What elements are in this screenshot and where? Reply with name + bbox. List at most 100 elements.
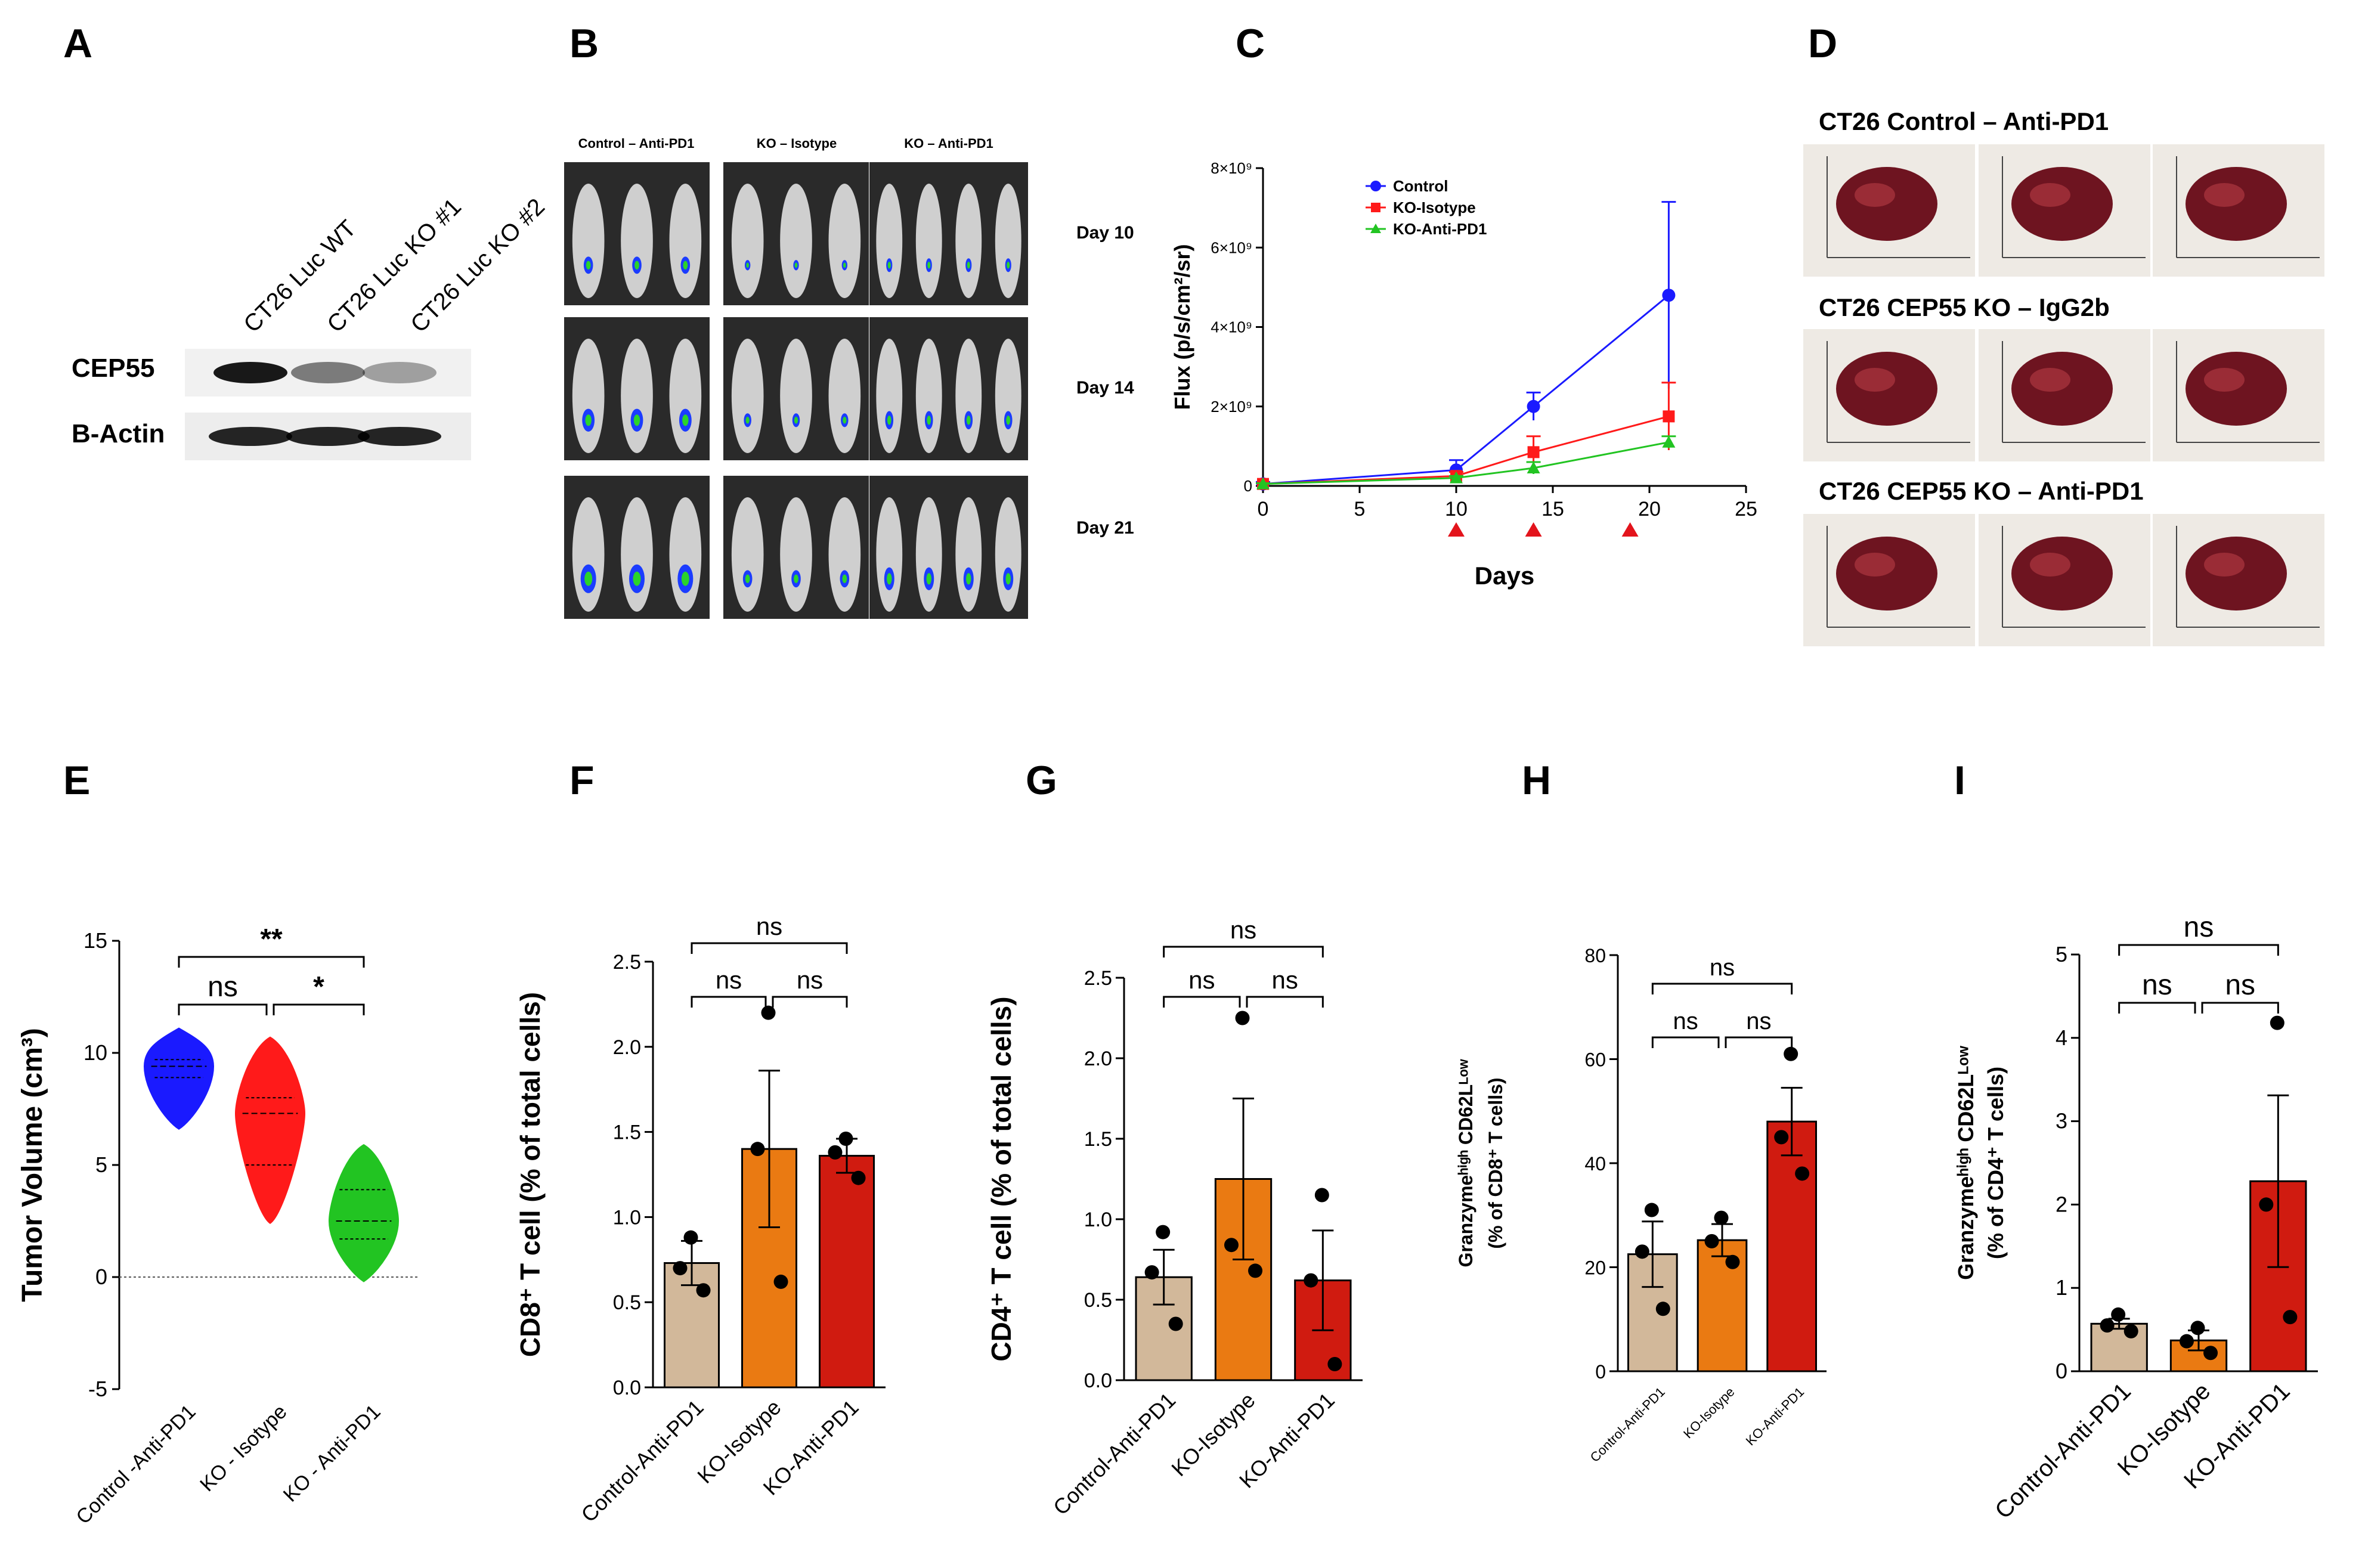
data-point bbox=[2259, 1197, 2274, 1212]
data-point bbox=[773, 1274, 788, 1289]
data-point bbox=[1156, 1225, 1171, 1239]
actin-band bbox=[286, 427, 370, 446]
x-tick-label: 5 bbox=[1354, 498, 1366, 520]
y-tick-label: 40 bbox=[1584, 1153, 1606, 1175]
y-tick-label: 5 bbox=[95, 1152, 107, 1177]
cep55-band bbox=[291, 362, 365, 383]
panel-letter-h: H bbox=[1522, 758, 1551, 803]
significance-bracket bbox=[1725, 1036, 1793, 1048]
data-point bbox=[1527, 461, 1540, 474]
y-tick-label: 2.5 bbox=[613, 951, 641, 974]
luminescence-signal-core bbox=[842, 574, 847, 583]
luminescence-signal-core bbox=[1006, 416, 1011, 425]
data-point bbox=[1774, 1130, 1789, 1145]
luminescence-signal-core bbox=[967, 262, 970, 269]
treatment-marker bbox=[1525, 522, 1542, 537]
data-point bbox=[1304, 1273, 1318, 1288]
data-point bbox=[2270, 1015, 2284, 1030]
mouse-silhouette bbox=[731, 339, 764, 453]
ivis-group-label-control: Control – Anti-PD1 bbox=[578, 136, 695, 151]
data-point bbox=[1168, 1316, 1183, 1331]
panel-letter-c: C bbox=[1236, 21, 1265, 66]
mouse-silhouette bbox=[828, 184, 861, 298]
mouse-silhouette bbox=[669, 184, 702, 298]
y-tick-label: 4×10⁹ bbox=[1211, 318, 1252, 336]
actin-band bbox=[209, 427, 292, 446]
mouse-silhouette bbox=[995, 339, 1021, 453]
mouse-silhouette bbox=[572, 497, 605, 612]
ivis-group-label-ko-antipd1: KO – Anti-PD1 bbox=[904, 136, 993, 151]
data-point bbox=[1635, 1244, 1649, 1259]
data-point bbox=[1704, 1234, 1719, 1248]
luminescence-signal-core bbox=[1007, 262, 1010, 269]
y-tick-label: 0 bbox=[1244, 477, 1252, 495]
data-point bbox=[1714, 1210, 1729, 1225]
x-tick-label: 20 bbox=[1638, 498, 1661, 520]
luminescence-signal-core bbox=[843, 417, 847, 424]
mouse-silhouette bbox=[780, 184, 812, 298]
panel-letter-a: A bbox=[63, 21, 92, 66]
mouse-silhouette bbox=[731, 184, 764, 298]
y-tick-label: 0.5 bbox=[1084, 1289, 1112, 1312]
granzyme-cd4-bar-chart: 012345Control-Anti-PD1KO-IsotypeKO-Anti-… bbox=[1954, 912, 2318, 1524]
luminescence-signal-core bbox=[966, 416, 971, 425]
luminescence-signal-core bbox=[584, 571, 593, 586]
mouse-silhouette bbox=[876, 339, 903, 453]
mouse-silhouette bbox=[915, 339, 942, 453]
significance-bracket bbox=[1651, 983, 1793, 994]
data-point bbox=[2111, 1307, 2126, 1322]
tumor-highlight bbox=[2204, 183, 2245, 207]
y-tick-label: 1 bbox=[2056, 1275, 2067, 1300]
significance-bracket bbox=[2201, 1002, 2279, 1014]
significance-label: ns bbox=[2225, 969, 2255, 1001]
data-point bbox=[1144, 1265, 1159, 1280]
tumor-photos-panel bbox=[1803, 144, 2324, 646]
violin-2 bbox=[328, 1144, 400, 1282]
data-point bbox=[1248, 1263, 1263, 1278]
luminescence-signal-core bbox=[745, 417, 750, 424]
significance-label: ** bbox=[260, 924, 283, 955]
data-point bbox=[1644, 1203, 1659, 1217]
treatment-marker bbox=[1621, 522, 1639, 537]
significance-bracket bbox=[1163, 996, 1241, 1008]
y-tick-label: 5 bbox=[2056, 942, 2067, 966]
y-tick-label: 6×10⁹ bbox=[1211, 238, 1252, 256]
x-axis-label: Days bbox=[1475, 562, 1534, 590]
data-point bbox=[1725, 1254, 1740, 1269]
mouse-silhouette bbox=[915, 184, 942, 298]
ivis-day-label-21: Day 21 bbox=[1076, 518, 1134, 538]
mouse-silhouette bbox=[621, 184, 653, 298]
band-label-cep55: CEP55 bbox=[72, 354, 154, 383]
luminescence-signal-core bbox=[926, 573, 932, 585]
luminescence-signal-core bbox=[843, 262, 846, 268]
mouse-silhouette bbox=[828, 339, 861, 453]
significance-bracket bbox=[691, 942, 848, 954]
bar-2 bbox=[1766, 1120, 1817, 1372]
luminescence-signal-core bbox=[746, 262, 750, 268]
tumor-highlight bbox=[1855, 183, 1895, 207]
significance-label: * bbox=[313, 971, 324, 1003]
x-tick-label: Control-Anti-PD1 bbox=[1587, 1384, 1668, 1465]
western-blot-panel: CT26 Luc WT CT26 Luc KO #1 CT26 Luc KO #… bbox=[72, 194, 550, 460]
cep55-band bbox=[213, 362, 287, 383]
y-tick-label: 10 bbox=[83, 1040, 107, 1065]
x-tick-label: Control -Anti-PD1 bbox=[72, 1400, 200, 1529]
x-tick-label: KO-Isotype bbox=[1680, 1384, 1737, 1441]
luminescence-signal-core bbox=[794, 574, 798, 583]
y-axis-label: Flux (p/s/cm²/sr) bbox=[1170, 244, 1194, 410]
mouse-silhouette bbox=[731, 497, 764, 612]
significance-bracket bbox=[772, 996, 848, 1008]
data-point bbox=[683, 1230, 698, 1245]
mouse-silhouette bbox=[621, 339, 653, 453]
tumor-highlight bbox=[2030, 553, 2070, 577]
y-tick-label: -5 bbox=[88, 1377, 107, 1401]
y-tick-label: 1.0 bbox=[613, 1206, 641, 1229]
tumor-highlight bbox=[2030, 183, 2070, 207]
data-point bbox=[750, 1142, 765, 1157]
bar-2 bbox=[819, 1155, 875, 1389]
mouse-silhouette bbox=[876, 184, 903, 298]
x-tick-label: KO-Anti-PD1 bbox=[1743, 1384, 1807, 1449]
y-axis-label-line1: Granzymeʰⁱᵍʰ CD62Lᴸᵒʷ bbox=[1455, 1059, 1476, 1267]
x-tick-label: KO - Anti-PD1 bbox=[279, 1400, 385, 1507]
